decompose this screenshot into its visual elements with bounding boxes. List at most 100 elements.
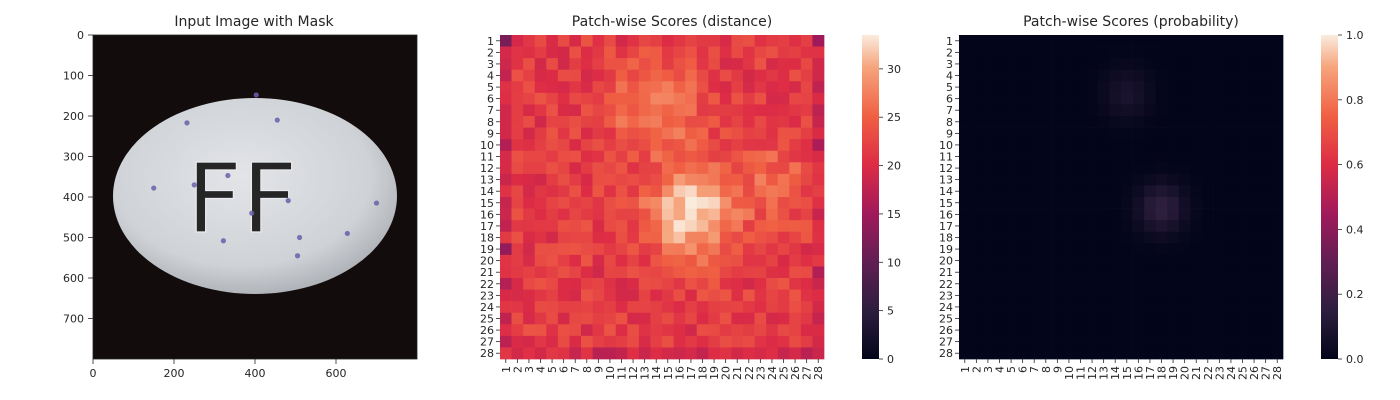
- heatmap-cell: [1213, 231, 1226, 244]
- heatmap-cell: [789, 69, 802, 82]
- heatmap-cell: [696, 185, 709, 198]
- heatmap-cell: [789, 35, 802, 47]
- heatmap-cell: [970, 301, 983, 314]
- heatmap-cell: [777, 335, 790, 348]
- heatmap-cell: [1132, 335, 1145, 348]
- heatmap-cell: [569, 127, 582, 140]
- heatmap-cell: [766, 254, 779, 267]
- heatmap-cell: [511, 208, 524, 221]
- y-tick-label: 23: [480, 289, 494, 302]
- heatmap-cell: [569, 220, 582, 233]
- heatmap-cell: [1155, 312, 1168, 325]
- heatmap-cell: [993, 231, 1006, 244]
- heatmap-cell: [569, 347, 582, 360]
- heatmap-cell: [1271, 289, 1284, 302]
- heatmap-cell: [982, 278, 995, 290]
- heatmap-cell: [708, 81, 721, 94]
- heatmap-cell: [800, 347, 813, 360]
- heatmap-cell: [604, 150, 617, 163]
- heatmap-cell: [1074, 197, 1087, 209]
- heatmap-cell: [1086, 162, 1099, 175]
- heatmap-cell: [1097, 173, 1110, 186]
- heatmap-cell: [800, 335, 813, 348]
- heatmap-cell: [581, 185, 593, 198]
- heatmap-cell: [1213, 243, 1226, 256]
- heatmap-cell: [500, 278, 512, 290]
- heatmap-cell: [546, 220, 559, 233]
- y-tick-label: 20: [480, 255, 494, 268]
- heatmap-cell: [500, 116, 512, 128]
- heatmap-cell: [534, 301, 547, 314]
- heatmap-cell: [685, 289, 698, 302]
- heatmap-cell: [754, 185, 767, 198]
- heatmap-cell: [1063, 185, 1076, 198]
- heatmap-cell: [1202, 312, 1214, 325]
- heatmap-cell: [1155, 243, 1168, 256]
- heatmap-cell: [1040, 335, 1052, 348]
- heatmap-cell: [592, 116, 605, 128]
- heatmap-cell: [993, 81, 1006, 94]
- heatmap-cell: [604, 46, 617, 59]
- heatmap-cell: [719, 301, 732, 314]
- heatmap-cell: [581, 69, 593, 82]
- heatmap-cell: [800, 197, 813, 209]
- heatmap-cell: [696, 254, 709, 267]
- heatmap-cell: [685, 162, 698, 175]
- heatmap-cell: [1213, 312, 1226, 325]
- heatmap-cell: [1040, 116, 1052, 128]
- heatmap-cell: [1063, 278, 1076, 290]
- heatmap-cell: [569, 116, 582, 128]
- heatmap-cell: [650, 289, 663, 302]
- heatmap-cell: [1040, 243, 1052, 256]
- heatmap-cell: [1190, 58, 1203, 71]
- heatmap-cell: [959, 92, 971, 105]
- heatmap-cell: [557, 266, 570, 279]
- x-tick-label: 17: [1144, 366, 1157, 380]
- heatmap-cell: [982, 266, 995, 279]
- heatmap-cell: [719, 185, 732, 198]
- x-tick-label: 21: [1190, 366, 1203, 380]
- heatmap-cell: [982, 162, 995, 175]
- heatmap-cell: [1236, 254, 1249, 267]
- heatmap-cell: [719, 278, 732, 290]
- x-tick-label: 17: [685, 366, 698, 380]
- heatmap-cell: [1213, 92, 1226, 105]
- heatmap-cell: [982, 46, 995, 59]
- heatmap-cell: [743, 58, 755, 71]
- heatmap-cell: [1005, 173, 1018, 186]
- heatmap-cell: [766, 335, 779, 348]
- heatmap-cell: [1121, 231, 1133, 244]
- heatmap-cell: [731, 335, 744, 348]
- heatmap-cell: [500, 139, 512, 152]
- heatmap-cell: [1155, 289, 1168, 302]
- heatmap-cell: [719, 35, 732, 47]
- heatmap-cell: [569, 150, 582, 163]
- y-tick-label: 19: [480, 243, 494, 256]
- heatmap-cell: [1236, 220, 1249, 233]
- heatmap-cell: [1144, 278, 1157, 290]
- heatmap-cell: [685, 208, 698, 221]
- heatmap-cell: [970, 139, 983, 152]
- heatmap-cell: [789, 312, 802, 325]
- heatmap-cell: [1086, 324, 1099, 337]
- heatmap-cell: [1271, 220, 1284, 233]
- y-tick-label: 17: [939, 220, 953, 233]
- heatmap-cell: [970, 278, 983, 290]
- heatmap-cell: [592, 150, 605, 163]
- heatmap-cell: [1167, 35, 1180, 47]
- heatmap-cell: [1178, 278, 1191, 290]
- heatmap-cell: [1005, 162, 1018, 175]
- heatmap-cell: [959, 139, 971, 152]
- heatmap-cell: [511, 92, 524, 105]
- heatmap-cell: [754, 116, 767, 128]
- heatmap-cell: [1271, 46, 1284, 59]
- heatmap-cell: [1144, 254, 1157, 267]
- heatmap-cell: [627, 162, 640, 175]
- heatmap-cell: [1259, 81, 1272, 94]
- heatmap-cell: [1097, 347, 1110, 360]
- heatmap-cell: [1051, 35, 1064, 47]
- heatmap-cell: [615, 197, 628, 209]
- heatmap-cell: [777, 127, 790, 140]
- heatmap-cell: [777, 116, 790, 128]
